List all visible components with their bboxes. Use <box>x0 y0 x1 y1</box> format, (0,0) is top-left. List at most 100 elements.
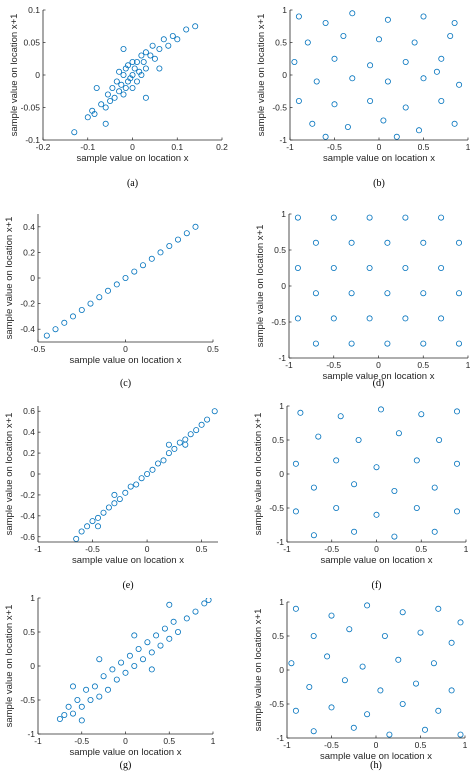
data-point-g-31 <box>205 598 212 603</box>
data-point-g-20 <box>144 639 151 646</box>
data-point-g-17 <box>131 663 138 670</box>
data-point-a-24 <box>131 65 138 72</box>
data-point-g-19 <box>139 656 146 663</box>
data-point-a-16 <box>122 85 129 92</box>
data-point-b-27 <box>344 124 351 131</box>
data-point-g-23 <box>157 642 164 649</box>
data-point-d-7 <box>384 239 391 246</box>
data-point-d-3 <box>402 214 409 221</box>
data-point-b-26 <box>309 120 316 127</box>
data-point-h-1 <box>328 612 335 619</box>
data-point-e-4 <box>95 514 102 521</box>
data-point-d-14 <box>438 264 445 271</box>
data-point-b-32 <box>393 133 400 140</box>
panel-b: -1 -0.5 0 0.5 1 -1 -0.5 0 0.5 1 sample value on lo… <box>256 5 471 189</box>
data-point-b-23 <box>367 98 374 105</box>
data-point-h-26 <box>310 728 317 735</box>
data-point-b-19 <box>420 75 427 82</box>
data-point-e-13 <box>144 470 151 477</box>
y-axis-label-b: sample value on location x+1 <box>256 14 267 137</box>
data-point-h-7 <box>346 626 353 633</box>
data-point-d-11 <box>330 264 337 271</box>
data-point-g-11 <box>105 686 112 693</box>
data-point-e-29 <box>95 523 102 530</box>
data-point-a-21 <box>129 72 136 79</box>
data-point-a-30 <box>140 59 147 66</box>
data-point-b-22 <box>331 101 338 108</box>
data-point-b-15 <box>438 55 445 62</box>
data-point-d-0 <box>294 214 301 221</box>
y-tick-label-a-0: -0.1 <box>25 135 40 145</box>
data-point-e-10 <box>127 483 134 490</box>
data-point-d-19 <box>455 290 462 297</box>
data-point-a-36 <box>156 46 163 53</box>
data-point-f-18 <box>292 508 299 515</box>
panel-d: -1 -0.5 0 0.5 1 -1 -0.5 0 0.5 1 sample value on lo… <box>255 209 471 389</box>
data-point-c-10 <box>131 268 138 275</box>
panel-f: -1 -0.5 0 0.5 1 -1 -0.5 0 0.5 1 sample value on lo… <box>253 401 469 591</box>
caption-f: (f) <box>372 580 382 591</box>
data-point-c-0 <box>43 332 50 339</box>
data-point-g-8 <box>91 683 98 690</box>
y-tick-label-c-2: 0 <box>30 273 35 283</box>
data-point-b-31 <box>322 133 329 140</box>
data-point-d-16 <box>348 290 355 297</box>
x-tick-label-a-0: -0.2 <box>36 142 51 152</box>
data-point-h-0 <box>292 605 299 612</box>
data-point-a-33 <box>147 52 154 59</box>
y-tick-label-a-4: 0.1 <box>28 5 40 15</box>
x-axis-label-e: sample value on location x <box>72 555 184 566</box>
data-point-c-8 <box>113 281 120 288</box>
data-point-e-25 <box>211 408 218 415</box>
x-tick-label-b-0: -1 <box>286 142 294 152</box>
data-point-g-26 <box>170 618 177 625</box>
data-point-d-21 <box>330 315 337 322</box>
y-tick-label-b-3: 0.5 <box>275 38 287 48</box>
data-point-a-47 <box>93 85 100 92</box>
data-point-a-35 <box>151 55 158 62</box>
data-point-h-18 <box>377 687 384 694</box>
data-point-f-22 <box>453 508 460 515</box>
data-point-b-29 <box>415 127 422 134</box>
data-point-e-6 <box>105 504 112 511</box>
data-point-c-13 <box>157 249 164 256</box>
y-tick-label-f-0: -1 <box>276 537 284 547</box>
markers-a <box>71 23 199 136</box>
x-tick-label-g-4: 1 <box>211 736 216 746</box>
data-point-a-39 <box>169 33 176 40</box>
data-point-g-34 <box>131 632 138 639</box>
data-point-g-10 <box>100 673 107 680</box>
data-point-b-14 <box>402 59 409 66</box>
y-tick-label-a-1: -0.05 <box>21 103 41 113</box>
x-tick-label-e-1: -0.5 <box>85 544 100 554</box>
data-point-d-10 <box>294 264 301 271</box>
data-point-d-23 <box>402 315 409 322</box>
data-point-h-11 <box>288 660 295 667</box>
data-point-e-17 <box>165 450 172 457</box>
data-point-c-5 <box>87 300 94 307</box>
data-point-f-21 <box>413 504 420 511</box>
data-point-b-6 <box>304 39 311 46</box>
x-tick-label-h-3: 0.5 <box>415 740 427 750</box>
data-point-a-44 <box>120 46 127 53</box>
data-point-f-20 <box>373 511 380 518</box>
data-point-a-4 <box>98 101 105 108</box>
data-point-g-29 <box>192 608 199 615</box>
markers-f <box>292 406 460 540</box>
data-point-b-7 <box>340 33 347 40</box>
data-point-g-13 <box>113 676 120 683</box>
y-tick-label-h-0: -1 <box>276 733 284 743</box>
x-tick-label-c-2: 0.5 <box>207 344 219 354</box>
data-point-d-22 <box>366 315 373 322</box>
data-point-c-7 <box>105 287 112 294</box>
data-point-c-6 <box>96 294 103 301</box>
x-tick-label-a-2: 0 <box>130 142 135 152</box>
y-tick-label-d-4: 1 <box>281 209 286 219</box>
data-point-a-7 <box>107 98 114 105</box>
data-point-b-2 <box>349 10 356 17</box>
data-point-e-16 <box>160 457 167 464</box>
data-point-d-15 <box>312 290 319 297</box>
data-point-g-12 <box>109 666 116 673</box>
data-point-h-8 <box>381 633 388 640</box>
